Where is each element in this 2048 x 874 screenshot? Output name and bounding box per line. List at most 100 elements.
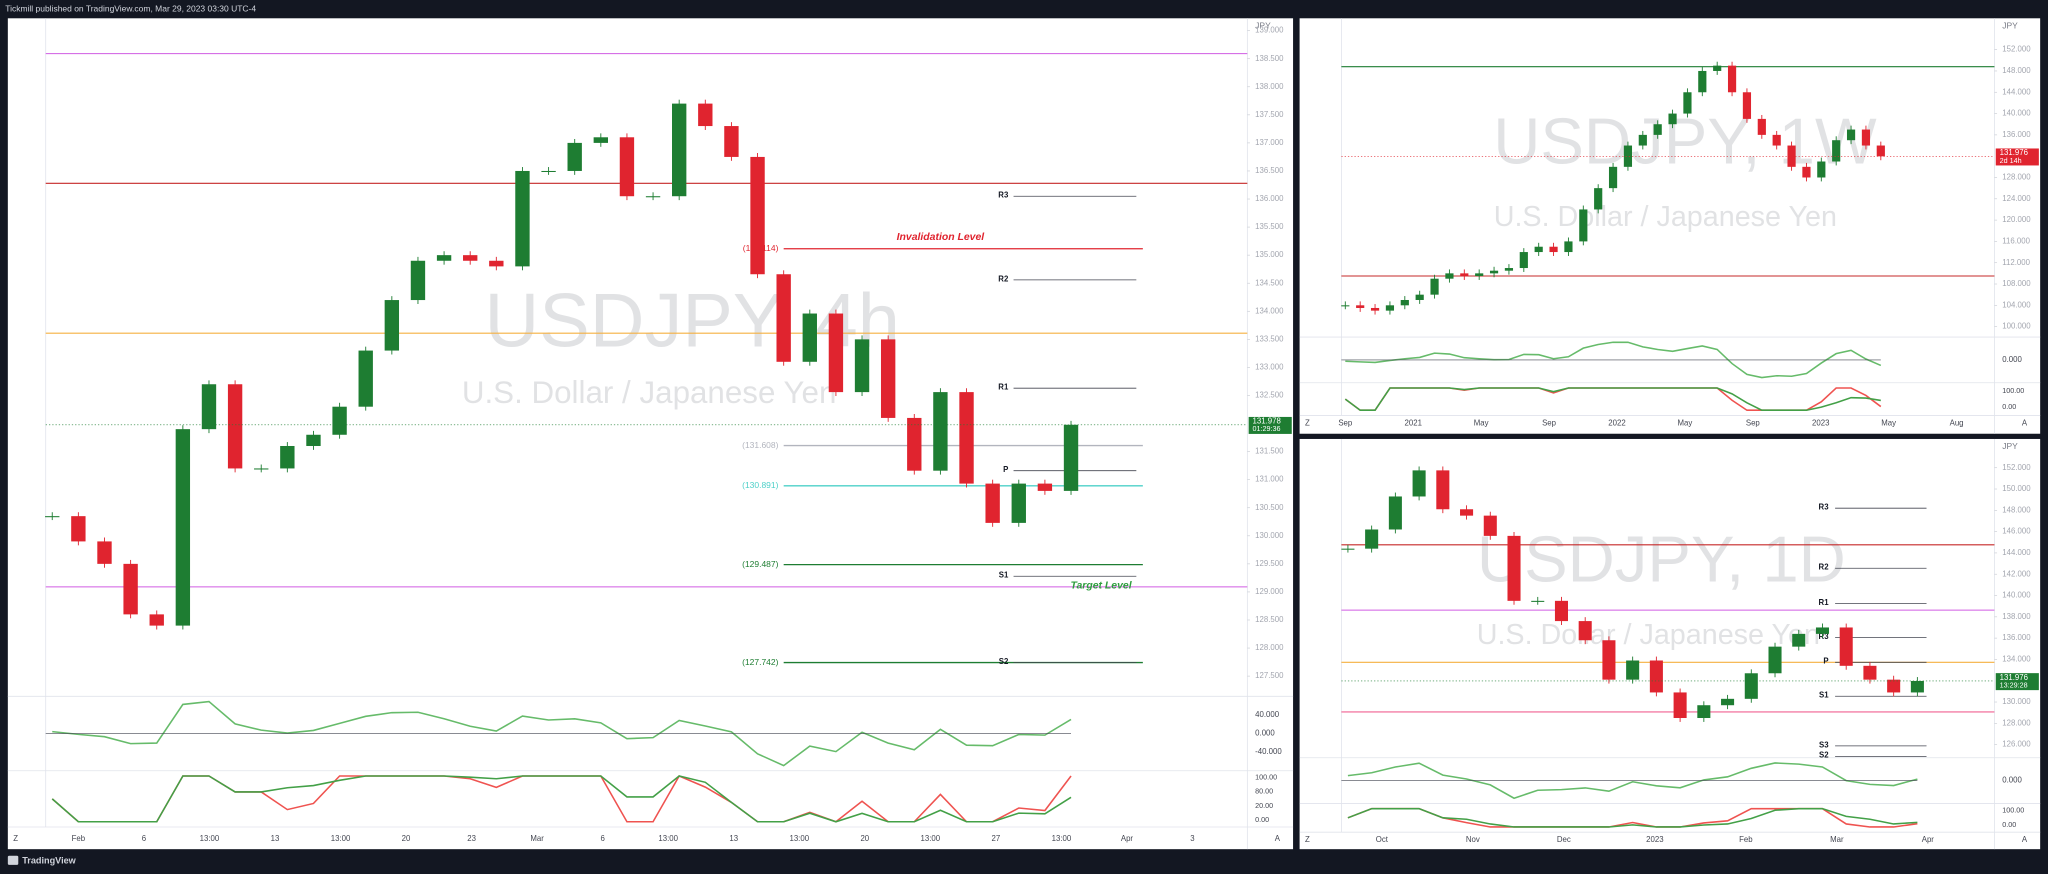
- indicator-label: 40.000: [1255, 710, 1280, 719]
- candle: [776, 274, 791, 362]
- x-tick-label: 13: [729, 834, 738, 843]
- y-tick-label: 132.500: [1255, 391, 1284, 400]
- x-tick-label: 2023: [1646, 835, 1664, 844]
- x-tick-label: May: [1678, 418, 1693, 427]
- zoom-button[interactable]: Z: [13, 834, 18, 843]
- y-tick-label: 134.500: [1255, 278, 1284, 287]
- candle: [1037, 483, 1053, 491]
- candle: [45, 516, 60, 518]
- candle: [1483, 515, 1497, 536]
- x-tick-label: Sep: [1542, 418, 1557, 427]
- y-tick-label: 124.000: [2002, 194, 2031, 203]
- currency: JPY: [1255, 20, 1271, 30]
- countdown: 13:29:28: [2000, 681, 2028, 689]
- candle: [436, 255, 452, 261]
- countdown: 2d 14h: [2000, 157, 2022, 165]
- pivot-label: S2: [1819, 751, 1829, 760]
- candle: [802, 313, 817, 362]
- candle: [1673, 692, 1687, 719]
- candle: [1863, 665, 1877, 680]
- candle: [1554, 600, 1568, 622]
- candle: [1653, 124, 1662, 135]
- indicator-label: 0.000: [1255, 729, 1275, 738]
- candle: [750, 156, 765, 275]
- candle: [1744, 673, 1758, 699]
- auto-button[interactable]: A: [2022, 835, 2028, 844]
- y-tick-label: 138.000: [1255, 82, 1284, 91]
- last-price-label: 131.976: [2000, 148, 2029, 157]
- candle: [1698, 70, 1707, 93]
- annotation: Invalidation Level: [897, 232, 986, 243]
- y-tick-label: 152.000: [2002, 45, 2031, 54]
- x-tick-label: Mar: [1830, 835, 1844, 844]
- candle: [1356, 305, 1365, 308]
- candle: [1697, 705, 1711, 719]
- indicator-line: [51, 775, 1072, 823]
- y-tick-label: 136.000: [2002, 633, 2031, 642]
- indicator-label: 0.00: [1255, 816, 1269, 824]
- y-tick-label: 138.000: [2002, 612, 2031, 621]
- y-tick-label: 138.500: [1255, 54, 1284, 63]
- x-tick-label: Feb: [72, 834, 86, 843]
- candle: [1846, 129, 1856, 141]
- brand: TradingView: [22, 855, 76, 865]
- x-tick-label: Feb: [1739, 835, 1753, 844]
- indicator-label: 0.00: [2002, 821, 2016, 829]
- indicator-label: 0.00: [2002, 403, 2016, 411]
- y-tick-label: 130.000: [1255, 531, 1284, 540]
- y-tick-label: 116.000: [2002, 236, 2030, 245]
- candle: [1626, 660, 1640, 680]
- candle: [567, 142, 582, 171]
- candle: [1832, 140, 1841, 162]
- candle: [1594, 188, 1603, 210]
- indicator-label: 100.00: [1255, 774, 1277, 782]
- x-tick-label: Apr: [1922, 835, 1935, 844]
- zoom-button[interactable]: Z: [1305, 835, 1310, 844]
- y-tick-label: 131.500: [1255, 447, 1284, 456]
- candle: [1430, 278, 1439, 295]
- candle: [1772, 134, 1781, 146]
- zoom-button[interactable]: Z: [1305, 418, 1310, 427]
- x-tick-label: May: [1881, 418, 1896, 427]
- y-tick-label: 104.000: [2002, 300, 2031, 309]
- candle: [1578, 621, 1592, 641]
- candle: [1388, 496, 1402, 530]
- last-price-label: 131.976: [2000, 673, 2029, 682]
- x-tick-label: 3: [1190, 834, 1195, 843]
- y-tick-label: 133.500: [1255, 334, 1284, 343]
- auto-button[interactable]: A: [1275, 834, 1281, 843]
- candle: [1531, 600, 1545, 602]
- candle: [1341, 548, 1355, 550]
- y-tick-label: 140.000: [2002, 109, 2031, 118]
- watermark-title: USDJPY, 1D: [1477, 523, 1846, 596]
- y-tick-label: 144.000: [2002, 548, 2031, 557]
- pivot-label: R3: [998, 191, 1009, 200]
- candle: [1608, 166, 1618, 189]
- candle: [1504, 268, 1514, 271]
- candle: [201, 384, 217, 430]
- candle: [645, 196, 661, 198]
- y-tick-label: 150.000: [2002, 484, 2031, 493]
- y-tick-label: 133.000: [1255, 362, 1284, 371]
- indicator-label: 20.00: [1255, 802, 1273, 810]
- watermark-subtitle: U.S. Dollar / Japanese Yen: [1494, 201, 1837, 233]
- candle: [254, 468, 269, 470]
- x-tick-label: 13:00: [1052, 834, 1072, 843]
- candle: [97, 541, 112, 564]
- candle: [1757, 118, 1766, 135]
- x-tick-label: 13:00: [921, 834, 941, 843]
- candle: [1787, 145, 1796, 167]
- candle: [1370, 307, 1380, 311]
- pivot-label: R2: [1819, 563, 1830, 572]
- candle: [1727, 65, 1737, 93]
- candle: [1385, 305, 1395, 311]
- indicator-label: 0.000: [2002, 776, 2022, 785]
- panel: [1299, 18, 2041, 434]
- candle: [541, 170, 556, 173]
- y-tick-label: 148.000: [2002, 66, 2031, 75]
- auto-button[interactable]: A: [2022, 418, 2028, 427]
- candle: [1519, 252, 1528, 269]
- x-tick-label: 13:00: [658, 834, 678, 843]
- x-tick-label: 2023: [1812, 418, 1830, 427]
- y-tick-label: 135.500: [1255, 222, 1284, 231]
